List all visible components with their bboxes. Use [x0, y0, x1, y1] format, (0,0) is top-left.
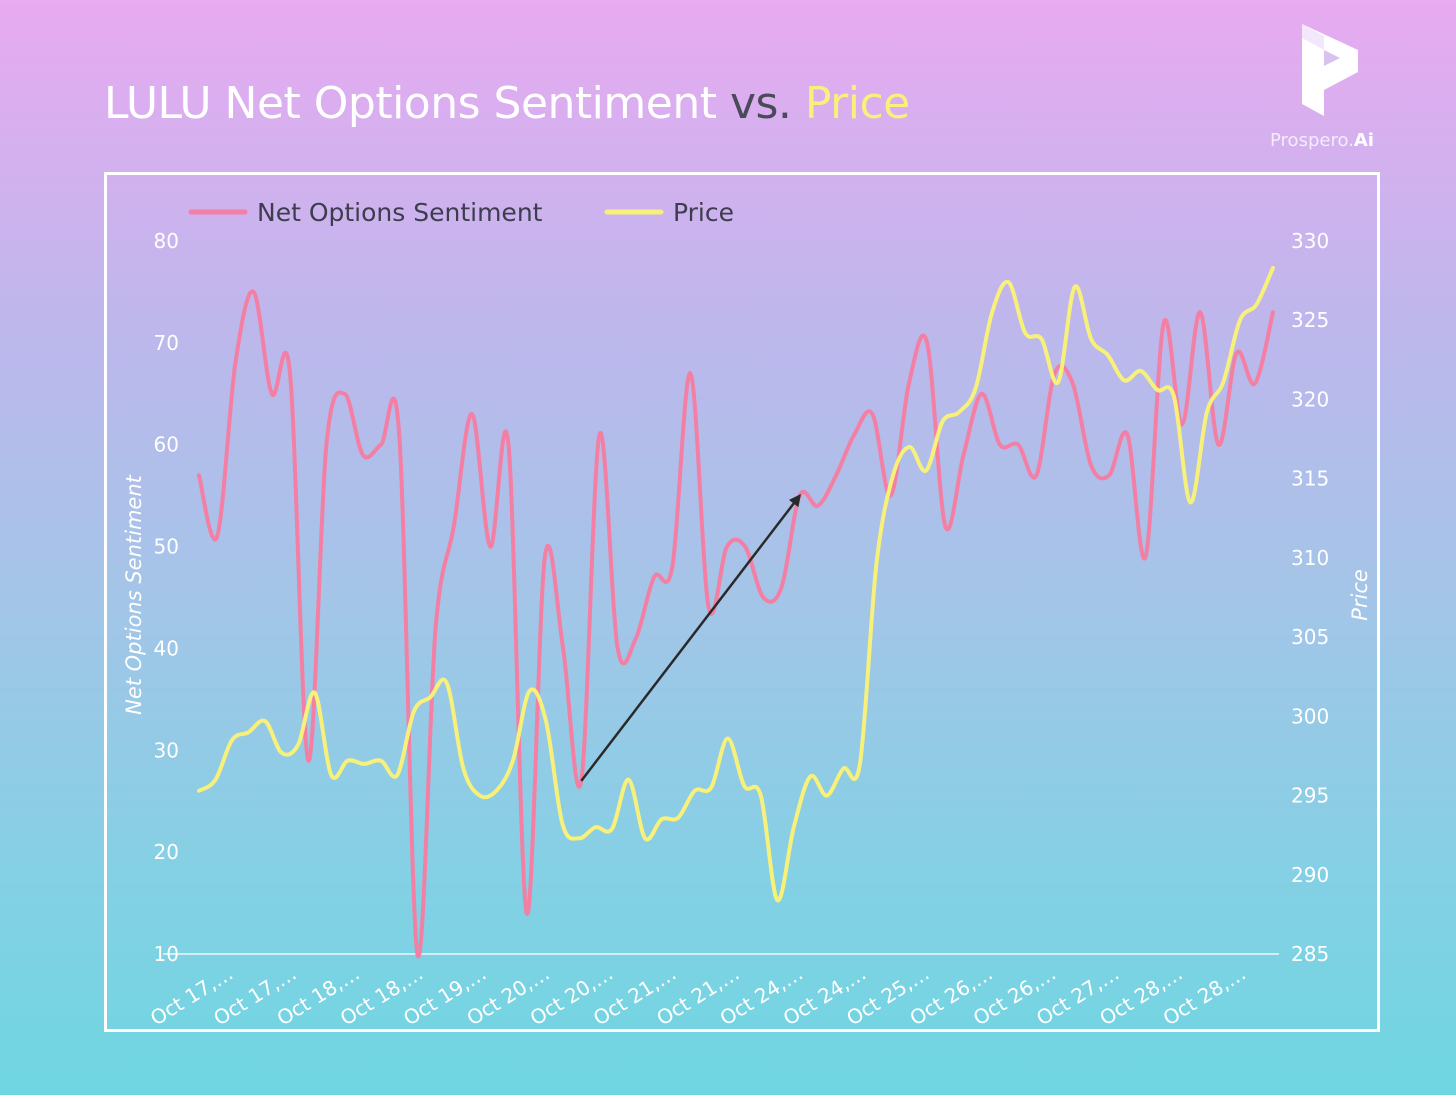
brand-name-text: Prospero. [1270, 130, 1354, 151]
y-right-tick-label: 305 [1291, 625, 1329, 649]
y-right-tick-label: 295 [1291, 784, 1329, 808]
prospero-logo-icon [1302, 24, 1358, 116]
brand-name-suffix: Ai [1353, 130, 1374, 151]
y-right-tick-label: 320 [1291, 387, 1329, 411]
y-left-tick-label: 10 [154, 942, 179, 966]
chart-title: LULU Net Options Sentiment vs. Price [104, 78, 910, 129]
y-right-tick-label: 325 [1291, 308, 1329, 332]
price-series-line [197, 265, 1275, 903]
title-part-vs: vs. [729, 78, 792, 129]
series-layer [197, 265, 1275, 959]
annotation-layer [580, 494, 801, 782]
brand: Prospero.Ai [1262, 18, 1382, 158]
y-left-tick-label: 70 [154, 331, 179, 355]
y-left-tick-label: 60 [154, 433, 179, 457]
legend-label-sentiment: Net Options Sentiment [257, 198, 543, 227]
legend: Net Options Sentiment Price [188, 198, 734, 227]
sentiment-series-line [197, 289, 1275, 959]
y-right-tick-label: 285 [1291, 942, 1329, 966]
y-left-tick-label: 30 [154, 738, 179, 762]
x-axis: Oct 17,…Oct 17,…Oct 18,…Oct 18,…Oct 19,…… [146, 961, 1250, 1029]
title-part-sentiment: LULU Net Options Sentiment [104, 78, 717, 129]
title-part-price: Price [804, 78, 910, 129]
y-left-tick-label: 50 [154, 535, 179, 559]
y-right-tick-label: 310 [1291, 546, 1329, 570]
y-right-tick-label: 290 [1291, 863, 1329, 887]
y-left-tick-label: 80 [154, 229, 179, 253]
right-y-axis: 285 290 295 300 305 310 315 320 325 330 [1291, 229, 1329, 966]
trend-arrow [580, 494, 801, 782]
y-left-tick-label: 20 [154, 840, 179, 864]
y-right-tick-label: 330 [1291, 229, 1329, 253]
right-axis-title: Price [1348, 569, 1372, 621]
left-y-axis: 10 20 30 40 50 60 70 80 [154, 229, 179, 966]
chart-frame: Net Options Sentiment Price 10 20 30 40 50 60… [104, 172, 1380, 1032]
left-axis-title: Net Options Sentiment [122, 474, 146, 715]
y-right-tick-label: 300 [1291, 704, 1329, 728]
y-left-tick-label: 40 [154, 636, 179, 660]
brand-name: Prospero.Ai [1262, 130, 1382, 151]
chart-plot: Net Options Sentiment Price 10 20 30 40 50 60… [122, 198, 1372, 1029]
legend-label-price: Price [673, 198, 734, 227]
y-right-tick-label: 315 [1291, 467, 1329, 491]
